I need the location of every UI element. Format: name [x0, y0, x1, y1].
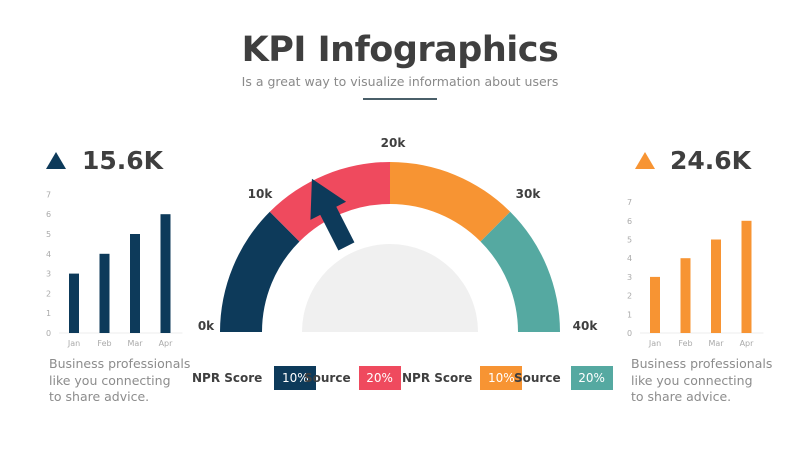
y-tick-label: 6 [627, 217, 632, 226]
y-tick-label: 0 [627, 329, 632, 338]
gauge-needle-arrow-icon [310, 178, 355, 251]
y-tick-label: 3 [627, 273, 632, 282]
right-description: Business professionals like you connecti… [631, 356, 773, 404]
y-tick-label: 7 [46, 190, 51, 199]
bar [741, 220, 752, 333]
y-tick-label: 0 [46, 329, 51, 338]
y-tick-label: 4 [46, 250, 51, 259]
x-tick-label: Apr [740, 339, 755, 348]
x-tick-label: Apr [159, 339, 174, 348]
y-tick-label: 2 [46, 289, 51, 298]
left-bar-chart: 0 1 2 3 4 5 6 7 Jan Feb Mar Apr [46, 190, 183, 348]
y-tick-label: 6 [46, 210, 51, 219]
gauge-tick-label: 40k [573, 319, 599, 333]
page-subtitle: Is a great way to visualize information … [241, 74, 559, 89]
up-triangle-icon [46, 152, 66, 169]
gauge-tick-label: 0k [198, 319, 215, 333]
y-tick-label: 2 [627, 292, 632, 301]
y-tick-label: 7 [627, 198, 632, 207]
legend-item: Source 20% [304, 366, 401, 390]
left-description: Business professionals like you connecti… [49, 356, 191, 404]
gauge-segment [480, 211, 560, 332]
x-tick-label: Feb [678, 339, 692, 348]
y-tick-label: 3 [46, 270, 51, 279]
y-tick-label: 5 [46, 230, 51, 239]
y-tick-label: 1 [627, 310, 632, 319]
gauge-segment [390, 162, 511, 242]
bar [160, 214, 171, 333]
x-tick-label: Jan [648, 339, 661, 348]
bar [99, 253, 110, 333]
title-divider [363, 98, 437, 100]
legend-swatch: 20% [570, 366, 613, 390]
gauge-segment [220, 211, 300, 332]
gauge-tick-label: 20k [381, 136, 407, 150]
legend-swatch: 10% [274, 366, 317, 390]
right-kpi-value: 24.6K [670, 146, 752, 175]
bar [650, 276, 660, 333]
bar [680, 258, 691, 333]
legend-item: NPR Score 10% [402, 366, 523, 390]
bar [711, 239, 721, 333]
y-tick-label: 1 [46, 309, 51, 318]
x-tick-label: Mar [127, 339, 143, 348]
gauge-tick-label: 30k [516, 187, 542, 201]
y-tick-label: 4 [627, 254, 632, 263]
bar [130, 234, 140, 333]
up-triangle-icon [635, 152, 655, 169]
legend-item: Source 20% [514, 366, 613, 390]
page-title: KPI Infographics [241, 30, 559, 70]
x-tick-label: Feb [97, 339, 111, 348]
gauge-tick-label: 10k [248, 187, 274, 201]
legend-swatch: 10% [480, 366, 523, 390]
left-kpi-value: 15.6K [82, 146, 164, 175]
bar [69, 273, 79, 333]
x-tick-label: Mar [708, 339, 724, 348]
legend-item: NPR Score 10% [192, 366, 317, 390]
legend-swatch: 20% [358, 366, 401, 390]
gauge-hub [302, 244, 478, 332]
right-bar-chart: 0 1 2 3 4 5 6 7 Jan Feb Mar Apr [627, 198, 764, 348]
x-tick-label: Jan [67, 339, 80, 348]
y-tick-label: 5 [627, 236, 632, 245]
